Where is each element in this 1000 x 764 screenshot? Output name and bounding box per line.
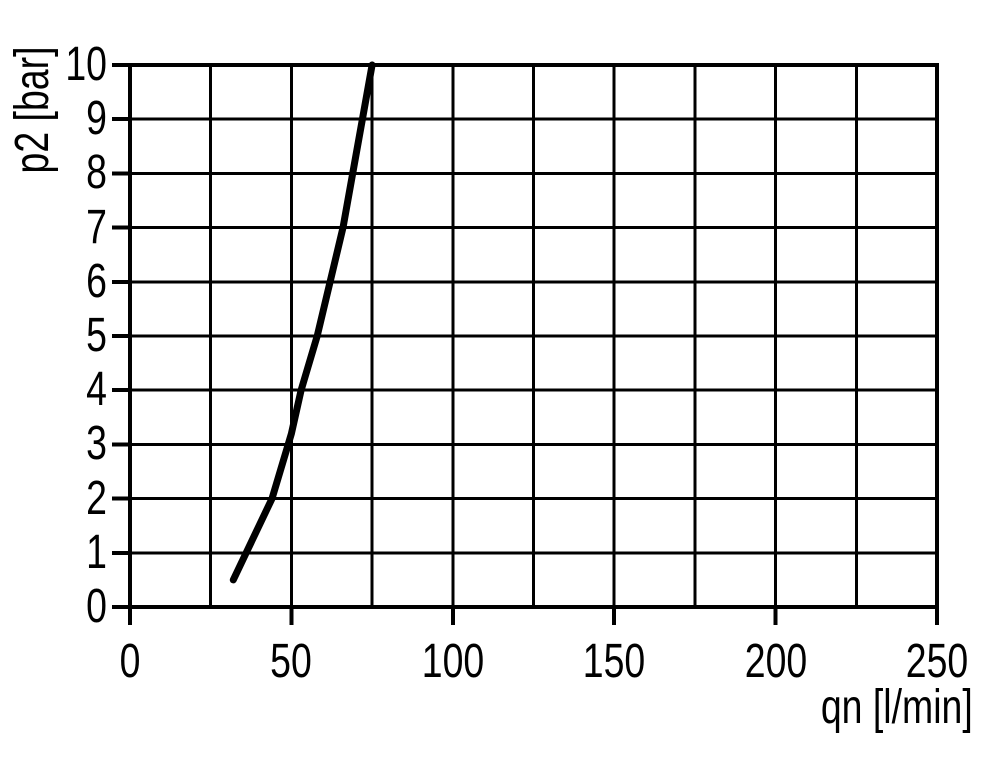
y-tick-label: 2 xyxy=(86,471,107,525)
plot-border xyxy=(128,63,939,609)
y-tick-label: 8 xyxy=(86,146,107,200)
y-tick-label: 4 xyxy=(86,363,107,417)
pressure-drop-curve xyxy=(229,61,376,584)
x-tick-label: 250 xyxy=(905,635,969,688)
x-tick-label: 50 xyxy=(270,635,313,688)
gridlines xyxy=(128,63,939,609)
y-tick-label: 7 xyxy=(86,200,107,254)
y-tick-label: 9 xyxy=(86,92,107,146)
x-axis-label: qn [l/min] xyxy=(821,681,973,734)
y-tick-label: 6 xyxy=(86,254,107,308)
y-tick-label: 10 xyxy=(65,38,107,91)
x-tick-label: 0 xyxy=(119,635,141,688)
y-tick-label: 1 xyxy=(86,525,107,579)
x-tick-label: 100 xyxy=(421,635,485,688)
y-axis-label: p2 [bar] xyxy=(6,46,59,174)
x-tick-label: 200 xyxy=(744,635,807,688)
y-tick-label: 5 xyxy=(86,309,107,362)
x-tick-label: 150 xyxy=(582,635,646,688)
y-tick-label: 3 xyxy=(86,417,107,471)
axis-tick-marks xyxy=(112,63,939,625)
y-tick-label: 0 xyxy=(86,580,107,633)
